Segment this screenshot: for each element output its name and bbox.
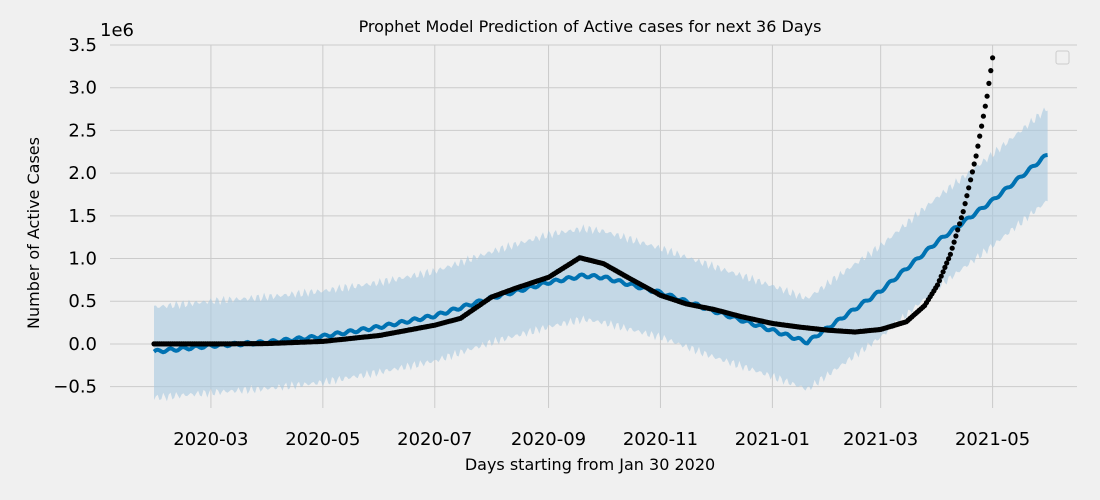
actual-point (962, 201, 968, 207)
actual-point (946, 256, 952, 262)
actual-point (958, 215, 965, 221)
y-axis-title: Number of Active Cases (24, 137, 43, 329)
actual-point (982, 103, 988, 109)
x-tick-label: 2021-01 (735, 429, 810, 450)
tick-labels: 3.5 3.0 2.5 2.0 1.5 1.0 0.5 0.0 −0.5 2020-03 2020-… (53, 35, 1030, 450)
actual-points-layer (151, 55, 996, 347)
actual-point (938, 273, 944, 279)
y-tick-label: 3.0 (68, 78, 97, 99)
actual-point (973, 153, 979, 159)
x-tick-label: 2020-09 (511, 429, 586, 450)
x-tick-label: 2020-11 (623, 429, 698, 450)
actual-point (980, 113, 987, 119)
legend-box (1055, 50, 1070, 65)
actual-point (951, 239, 957, 245)
chart-title: Prophet Model Prediction of Active cases… (359, 17, 822, 36)
actual-point (957, 221, 963, 227)
y-tick-label: 2.0 (68, 163, 97, 184)
forecast-line-layer (152, 153, 1048, 355)
y-offset-label: 1e6 (100, 20, 134, 41)
x-axis-title: Days starting from Jan 30 2020 (465, 455, 715, 474)
x-tick-label: 2021-03 (843, 429, 918, 450)
actual-point (936, 278, 943, 284)
actual-point (966, 185, 972, 191)
actual-point (968, 177, 974, 183)
actual-point (990, 55, 996, 61)
actual-point (969, 169, 976, 175)
y-tick-label: 3.5 (68, 35, 97, 56)
actual-point (979, 123, 985, 129)
actual-point (955, 227, 961, 233)
y-tick-label: 0.5 (68, 291, 97, 312)
actual-point (988, 68, 994, 74)
y-tick-label: 1.5 (68, 206, 97, 227)
actual-point (947, 251, 954, 257)
x-tick-label: 2020-05 (285, 429, 360, 450)
y-tick-label: 2.5 (68, 120, 97, 141)
forecast-line (152, 153, 1048, 355)
actual-point (971, 161, 977, 167)
x-tick-label: 2020-07 (397, 429, 472, 450)
x-tick-label: 2020-03 (173, 429, 248, 450)
actual-point (964, 193, 970, 199)
actual-point (953, 233, 959, 239)
actual-point (942, 264, 948, 270)
actual-point (934, 282, 941, 288)
x-tick-label: 2021-05 (955, 429, 1030, 450)
actual-point (977, 133, 983, 139)
actual-point (975, 143, 981, 149)
actual-point (986, 80, 992, 86)
actual-point (960, 209, 966, 215)
y-tick-label: −0.5 (53, 377, 97, 398)
actual-point (984, 93, 990, 99)
y-tick-label: 0.0 (68, 334, 97, 355)
actual-point (949, 245, 955, 251)
actual-point (944, 260, 950, 266)
y-tick-label: 1.0 (68, 249, 97, 270)
actual-point (940, 269, 946, 275)
